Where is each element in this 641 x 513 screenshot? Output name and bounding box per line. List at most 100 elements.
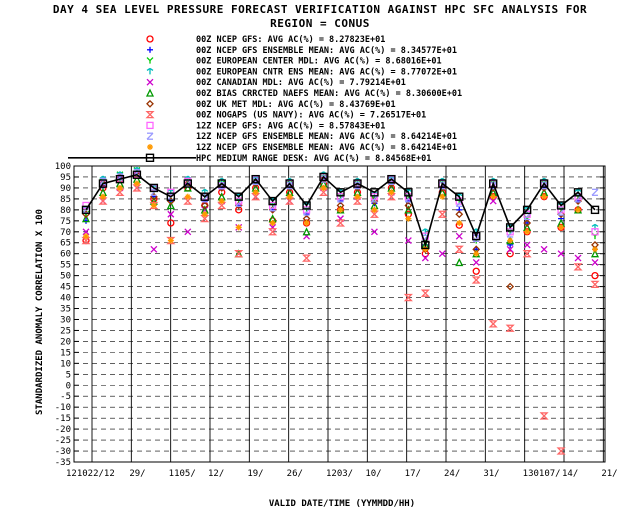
x-tick-label: 1105/ [169, 469, 196, 479]
y-tick-label: -15 [55, 414, 71, 424]
legend-marker [147, 144, 153, 150]
data-point [150, 202, 157, 209]
data-point [591, 232, 599, 240]
data-point [574, 254, 582, 262]
y-tick-label: 65 [60, 239, 71, 249]
data-point [387, 174, 396, 184]
data-point [455, 232, 463, 240]
data-point [405, 215, 412, 222]
x-tick-label: 19/ [247, 469, 263, 479]
legend-marker [147, 46, 153, 53]
data-point [522, 250, 532, 258]
y-tick-label: 35 [60, 305, 71, 315]
data-point [505, 324, 515, 332]
data-point [251, 174, 260, 184]
legend-label: 00Z NCEP GFS ENSEMBLE MEAN: AVG AC(%) = … [196, 46, 457, 56]
data-point [455, 192, 464, 201]
x-tick-label: 14/ [562, 469, 578, 479]
legend-label: HPC MEDIUM RANGE DESK: AVG AC(%) = 8.845… [196, 154, 431, 164]
data-point [337, 206, 344, 213]
data-point [404, 205, 413, 214]
y-tick-label: 90 [60, 184, 71, 194]
data-point [540, 245, 548, 253]
data-point [133, 180, 140, 187]
legend-label: 00Z EUROPEAN CENTER MDL: AVG AC(%) = 8.6… [196, 57, 442, 67]
data-point [439, 193, 446, 200]
y-tick-label: 0 [66, 381, 71, 391]
plot-area: 1009590858075706560555045403530252015105… [55, 162, 618, 479]
data-point [590, 280, 600, 289]
data-point [404, 237, 412, 245]
data-point [302, 227, 311, 236]
y-tick-label: -25 [55, 436, 71, 446]
x-tick-label: 121022/12 [66, 469, 115, 479]
data-point [336, 188, 345, 197]
x-tick-label: 12/ [208, 469, 224, 479]
data-point [522, 205, 532, 215]
data-point [591, 188, 599, 196]
y-tick-label: 45 [60, 283, 71, 293]
data-point [507, 237, 514, 244]
legend-marker [146, 78, 154, 86]
data-point [184, 193, 191, 200]
y-tick-label: 25 [60, 326, 71, 336]
data-point [403, 293, 413, 302]
data-point [591, 223, 599, 231]
data-point [558, 224, 565, 231]
data-point [437, 210, 447, 218]
data-point [592, 246, 598, 253]
data-point [506, 245, 514, 253]
data-point [234, 250, 244, 258]
data-point [218, 198, 225, 205]
data-point [573, 188, 583, 197]
data-point [506, 282, 515, 291]
data-point [269, 220, 276, 227]
data-point [590, 249, 600, 258]
x-axis-label: VALID DATE/TIME (YYMMDD/HH) [269, 499, 415, 509]
data-point [438, 179, 447, 188]
data-point [335, 219, 346, 227]
y-tick-label: 15 [60, 348, 71, 358]
data-point [454, 245, 464, 253]
data-point [81, 214, 91, 223]
y-tick-label: -35 [55, 458, 71, 468]
data-point [472, 267, 480, 275]
data-point [150, 245, 158, 253]
data-point [420, 289, 430, 297]
data-point [286, 193, 293, 200]
data-point [183, 183, 192, 192]
data-point [421, 254, 429, 262]
data-point [490, 193, 497, 200]
legend-marker [146, 121, 154, 130]
x-tick-label: 21/ [601, 469, 617, 479]
y-tick-label: 85 [60, 195, 71, 205]
y-tick-label: 10 [60, 359, 71, 369]
data-point [541, 193, 548, 200]
data-point [201, 211, 208, 218]
data-point [235, 224, 242, 231]
data-point [539, 179, 549, 188]
data-point [83, 233, 89, 240]
legend-label: 00Z BIAS CRRCTED NAEFS MEAN: AVG AC(%) =… [196, 89, 462, 99]
data-point [99, 193, 106, 200]
data-point [285, 179, 294, 188]
data-point [320, 184, 327, 191]
data-point [473, 250, 480, 257]
legend-marker [146, 67, 154, 75]
data-point [302, 201, 311, 210]
data-point [506, 250, 514, 258]
data-point [217, 179, 226, 188]
data-point [370, 228, 378, 236]
data-point [472, 259, 480, 266]
data-point [421, 240, 430, 250]
x-tick-label: 31/ [483, 469, 499, 479]
legend: 00Z NCEP GFS: AVG AC(%) = 8.27823E+0100Z… [68, 35, 462, 164]
y-tick-label: 40 [60, 294, 71, 304]
data-point [489, 197, 497, 205]
x-tick-label: 1203/ [326, 469, 353, 479]
data-point [455, 210, 464, 219]
data-point [166, 201, 175, 210]
data-point [166, 192, 176, 201]
data-point [557, 250, 565, 258]
data-point [523, 219, 532, 227]
